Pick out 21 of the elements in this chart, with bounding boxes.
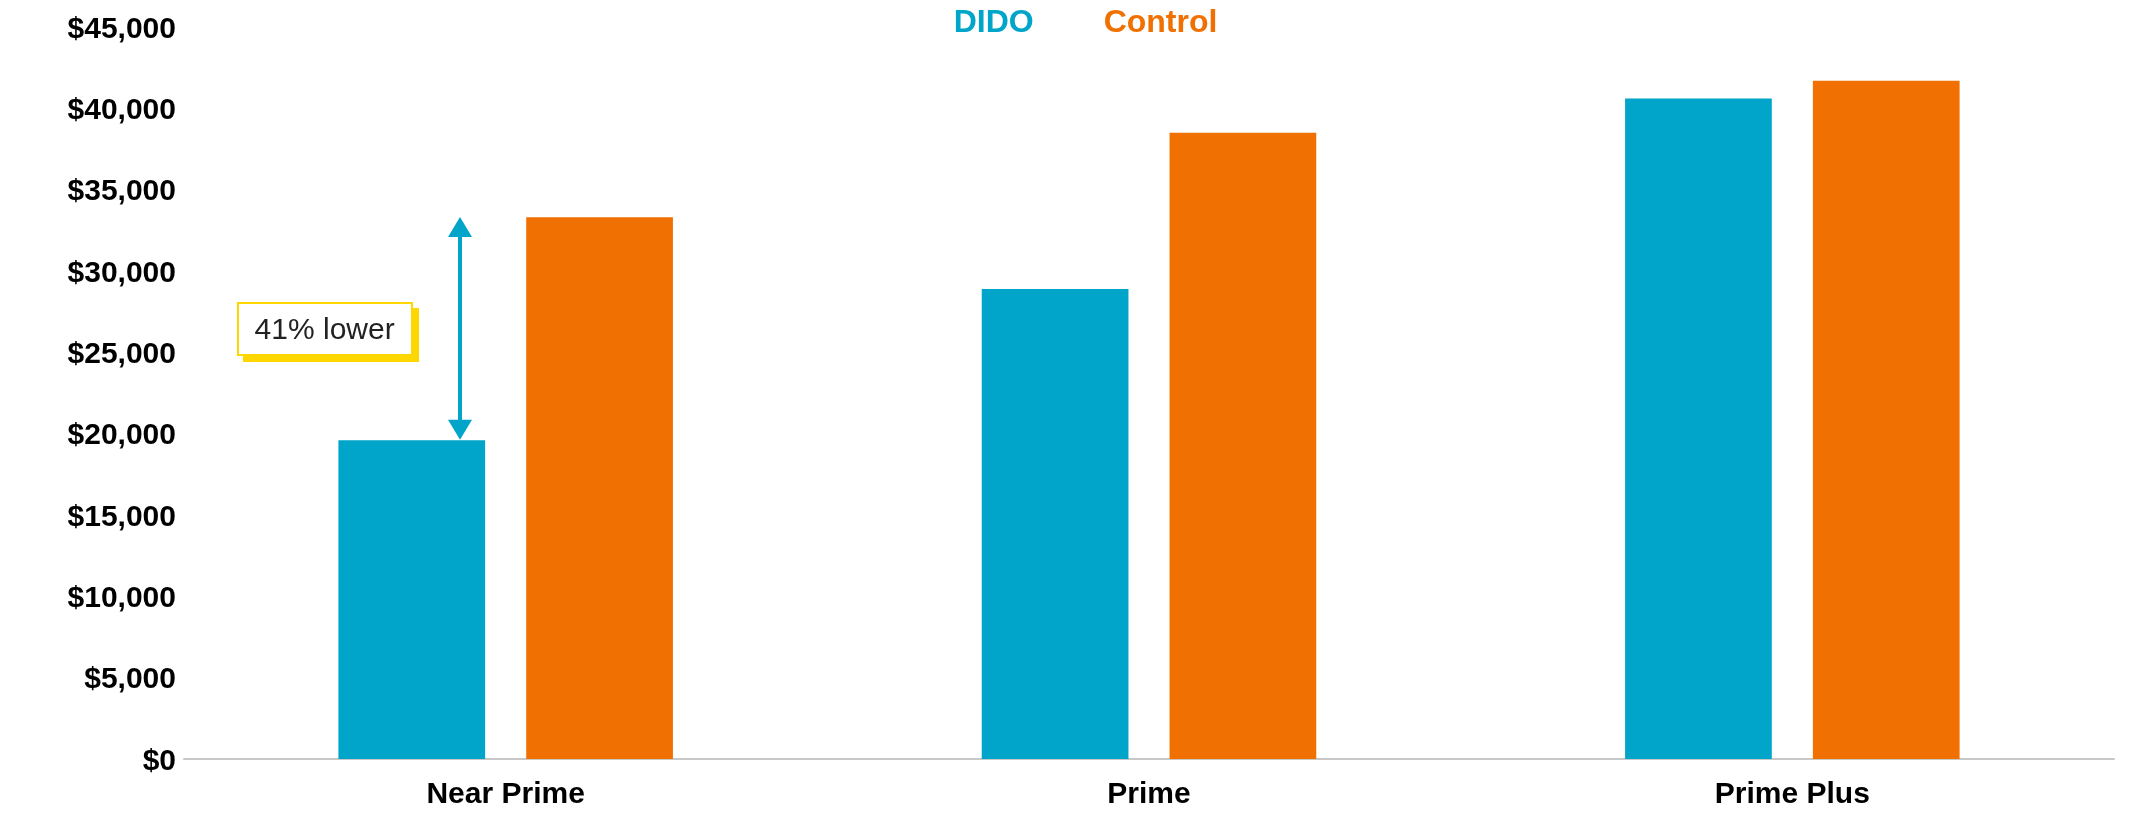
bar [526,217,673,759]
x-tick-label: Prime [1107,775,1191,809]
y-tick-label: $30,000 [67,254,176,288]
bar [981,288,1129,759]
bar [1625,98,1772,759]
text: Control [1103,3,1218,39]
y-tick-label: $20,000 [67,417,176,451]
x-tick-label: Prime Plus [1714,775,1870,809]
y-tick-label: $0 [142,742,176,776]
y-tick-label: $25,000 [67,335,176,369]
y-tick-label: $10,000 [67,579,176,613]
y-tick-label: $15,000 [67,498,176,532]
annotation: 41% lower [236,301,413,356]
y-tick-label: $45,000 [67,10,176,44]
y-tick-label: $40,000 [67,91,176,125]
y-tick-label: $35,000 [67,173,176,207]
text: DIDO [953,3,1034,39]
bar [1812,80,1960,759]
x-tick-label: Near Prime [426,775,585,809]
y-tick-label: $5,000 [84,661,176,695]
bar [1169,132,1317,759]
